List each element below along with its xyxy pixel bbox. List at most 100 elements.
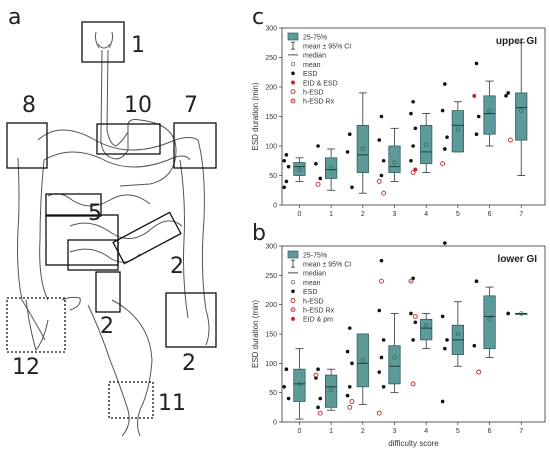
y-tick-label: 200 <box>265 85 277 92</box>
box-iqr <box>293 162 306 176</box>
y-tick-label: 300 <box>265 244 277 251</box>
x-tick-label: 4 <box>424 428 428 435</box>
data-point <box>282 185 286 190</box>
data-point <box>377 138 382 142</box>
data-point <box>347 132 352 136</box>
data-point <box>443 346 447 351</box>
data-point <box>316 405 320 410</box>
mean-marker <box>297 167 302 172</box>
mean-marker <box>392 160 397 165</box>
data-point <box>345 349 350 354</box>
legend-swatch-marker <box>290 89 296 95</box>
legend-label: ESD <box>303 289 317 296</box>
legend-label: median <box>303 53 326 60</box>
x-tick-label: 3 <box>393 211 397 218</box>
data-point <box>476 114 481 119</box>
box-iqr <box>356 333 369 388</box>
region-label-2-lower: 2 <box>182 351 196 376</box>
legend-label: h-ESD Rx <box>303 308 335 315</box>
region-label-2-center: 2 <box>100 314 114 339</box>
x-tick-label: 6 <box>488 211 492 218</box>
data-point <box>317 410 323 416</box>
data-point <box>410 170 416 176</box>
data-point <box>350 361 354 366</box>
box-iqr <box>325 157 338 179</box>
region-label-11: 11 <box>158 391 186 416</box>
legend-label: mean <box>303 280 321 287</box>
legend-label: EID & pm <box>303 317 333 324</box>
mean-marker <box>519 311 524 316</box>
region-box-11 <box>108 381 154 419</box>
data-point <box>314 161 318 166</box>
legend-swatch-marker <box>291 80 295 85</box>
data-point <box>377 370 382 374</box>
data-point <box>443 147 447 151</box>
data-point <box>411 338 415 342</box>
mean-marker <box>519 108 524 113</box>
box-iqr <box>483 295 496 350</box>
y-tick-label: 250 <box>265 273 277 280</box>
data-point <box>440 399 445 404</box>
data-point <box>376 410 382 416</box>
y-axis-label: ESD duration (min) <box>251 300 260 368</box>
data-point <box>411 99 415 104</box>
x-tick-label: 2 <box>361 428 365 435</box>
mean-marker <box>297 381 302 387</box>
data-point <box>286 164 291 169</box>
region-label-12: 12 <box>12 355 40 380</box>
data-point <box>413 320 418 325</box>
data-point <box>440 314 445 319</box>
x-tick-label: 7 <box>519 211 523 218</box>
x-tick-label: 6 <box>488 428 492 435</box>
region-label-2-right: 2 <box>170 254 184 279</box>
legend-swatch-marker <box>290 61 296 67</box>
data-point <box>381 158 386 163</box>
data-point <box>347 326 352 330</box>
legend-label: h-ESD Rx <box>303 99 335 106</box>
data-point <box>411 144 415 148</box>
box-iqr <box>356 124 369 173</box>
legend-label: 25-75% <box>303 34 327 41</box>
region-box-10 <box>96 123 161 155</box>
region-label-8: 8 <box>22 93 36 118</box>
y-tick-label: 300 <box>265 26 277 33</box>
legend-swatch-box <box>287 250 299 259</box>
data-point <box>315 181 321 187</box>
mean-marker <box>424 323 429 328</box>
mean-marker <box>455 127 461 132</box>
region-box-2c <box>112 211 182 265</box>
legend-label: h-ESD <box>303 298 324 305</box>
gut-outline-drawing <box>17 31 210 437</box>
box-iqr <box>483 95 496 135</box>
panel-letter-b: b <box>252 221 266 246</box>
y-tick-label: 100 <box>265 144 277 151</box>
data-point <box>282 158 286 163</box>
box-iqr <box>388 345 401 385</box>
y-tick-label: 50 <box>269 173 277 180</box>
mean-marker <box>487 108 492 113</box>
region-box-5 <box>45 193 102 217</box>
data-point <box>412 313 418 319</box>
legend-swatch-marker <box>290 98 296 104</box>
data-point <box>286 396 291 401</box>
chart-title: upper GI <box>496 36 537 47</box>
legend-swatch-marker <box>290 298 296 303</box>
data-point <box>345 150 350 154</box>
x-tick-label: 7 <box>519 428 523 435</box>
mean-marker <box>328 387 334 392</box>
data-point <box>476 369 482 375</box>
region-boxes <box>6 21 217 419</box>
region-box-2b <box>67 239 119 271</box>
data-point <box>474 132 479 136</box>
legend-label: ESD <box>303 71 317 78</box>
data-point <box>379 114 384 119</box>
legend-label: 25-75% <box>303 252 327 259</box>
data-point <box>379 173 384 178</box>
data-point <box>347 404 353 410</box>
data-point <box>474 61 479 66</box>
data-point <box>318 396 323 401</box>
legend-label: mean <box>303 62 321 69</box>
box-iqr <box>420 124 433 165</box>
x-tick-label: 1 <box>329 211 333 218</box>
